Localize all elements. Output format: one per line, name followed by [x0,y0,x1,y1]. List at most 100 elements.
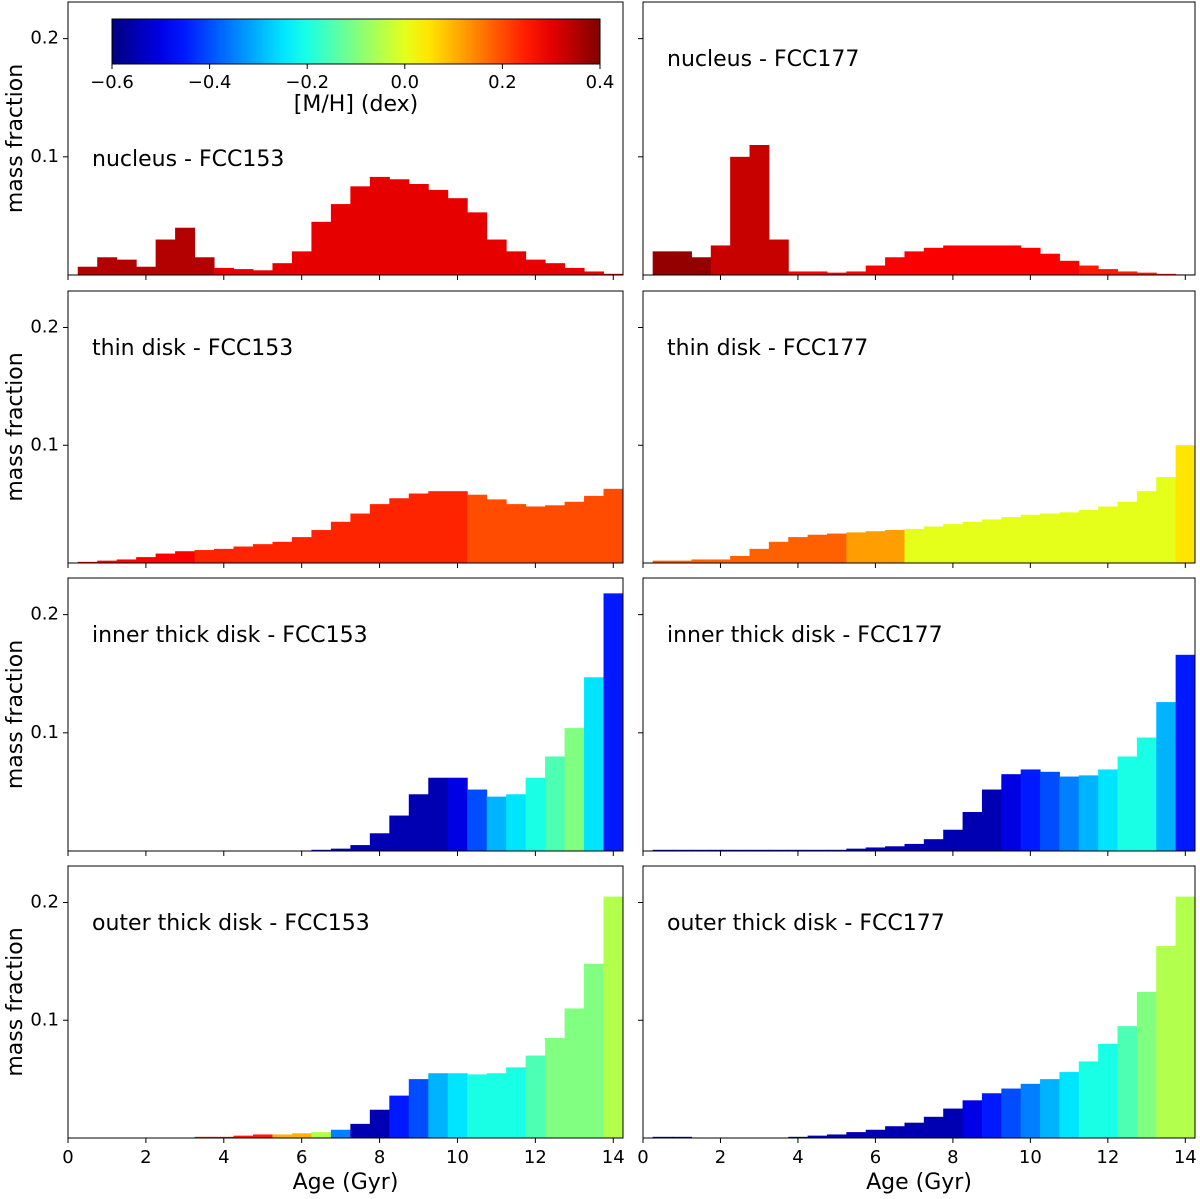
bar [923,839,944,851]
bar [807,534,828,563]
x-tick-label: 12 [524,1147,547,1168]
bar [652,849,673,851]
bar [1020,1083,1041,1138]
x-tick-label: 10 [446,1147,469,1168]
bar [116,259,137,275]
bar [428,491,449,563]
bar [981,519,1002,563]
bar [710,559,731,563]
x-axis-label: Age (Gyr) [293,1170,399,1195]
bar [447,777,468,851]
bar [467,1074,488,1138]
bar [885,530,905,563]
bar [584,271,605,275]
y-tick-label: 0.1 [30,146,59,167]
bar [603,896,624,1138]
bar [194,257,215,275]
bar [350,1123,371,1138]
bar [1078,775,1099,851]
bar [904,843,925,851]
bar [525,259,546,275]
bar [116,559,137,563]
bar [1020,514,1041,563]
bar [846,1132,867,1138]
bar [846,848,867,851]
bar [904,528,925,563]
bar [253,270,273,275]
y-tick-label: 0.2 [30,28,59,49]
bar [564,1008,585,1138]
bar [1156,702,1177,851]
bar [584,495,605,563]
panel-title: inner thick disk - FCC153 [92,623,368,648]
bar [749,849,770,851]
bar [1020,247,1041,275]
colorbar-tick-label: −0.2 [285,72,329,93]
x-tick-label: 6 [296,1147,307,1168]
bar [330,848,351,851]
bar [846,271,867,275]
bar [253,1134,273,1138]
bar [428,777,449,851]
bar [564,728,585,851]
bar [311,1132,332,1138]
bar [525,506,546,563]
bar [865,847,886,851]
bar [311,530,332,563]
bar [981,245,1002,275]
bar [1175,654,1196,851]
bar [1098,1043,1119,1138]
bar [389,179,410,275]
bar [1001,517,1022,563]
bar [389,498,410,563]
bar [506,1067,527,1138]
bar [175,551,196,563]
bar [827,1134,847,1138]
bar [788,537,809,563]
bar [584,677,605,851]
bar [943,829,964,851]
axes-frame [642,577,1196,852]
bar [1156,946,1177,1138]
bar [652,251,673,275]
panel-title: outer thick disk - FCC153 [92,911,370,936]
x-tick-label: 14 [602,1147,625,1168]
bar [1040,253,1060,275]
bar [525,1055,546,1138]
bar [408,794,429,851]
bar [904,1122,925,1138]
bar [807,271,828,275]
bar [1136,737,1157,851]
bar [885,846,905,851]
panel-title: nucleus - FCC153 [92,147,284,172]
bar [272,263,293,275]
bar [1078,510,1099,563]
x-tick-label: 14 [1174,1147,1197,1168]
bar [1136,272,1157,275]
x-tick-label: 12 [1096,1147,1119,1168]
bar [350,845,371,851]
colorbar-tick-label: −0.4 [188,72,232,93]
bar [1117,1026,1138,1138]
x-tick-label: 2 [140,1147,151,1168]
bar [1098,506,1119,563]
x-tick-label: 0 [62,1147,73,1168]
bar [1175,445,1196,563]
bar [408,184,429,275]
bar [1059,512,1080,563]
bar [1078,265,1099,275]
x-tick-label: 6 [870,1147,881,1168]
bar [311,221,332,275]
bar [923,247,944,275]
bar [943,524,964,563]
bar [865,1129,886,1138]
panel-title: outer thick disk - FCC177 [667,911,945,936]
bar [194,1136,215,1138]
y-tick-label: 0.2 [30,317,59,338]
bar [710,849,731,851]
bar [175,227,196,275]
bar [652,1136,673,1138]
x-tick-label: 10 [1019,1147,1042,1168]
bar [214,548,235,563]
